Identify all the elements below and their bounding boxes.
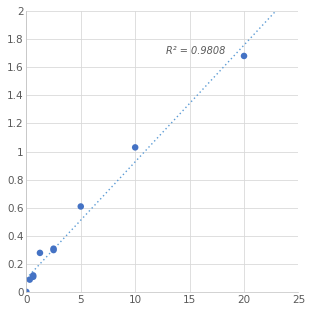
Point	[31, 273, 36, 278]
Point	[27, 277, 32, 282]
Point	[51, 248, 56, 253]
Text: R² = 0.9808: R² = 0.9808	[166, 46, 225, 56]
Point	[31, 274, 36, 279]
Point	[133, 145, 138, 150]
Point	[37, 251, 42, 256]
Point	[241, 53, 246, 58]
Point	[78, 204, 83, 209]
Point	[51, 246, 56, 251]
Point	[24, 289, 29, 294]
